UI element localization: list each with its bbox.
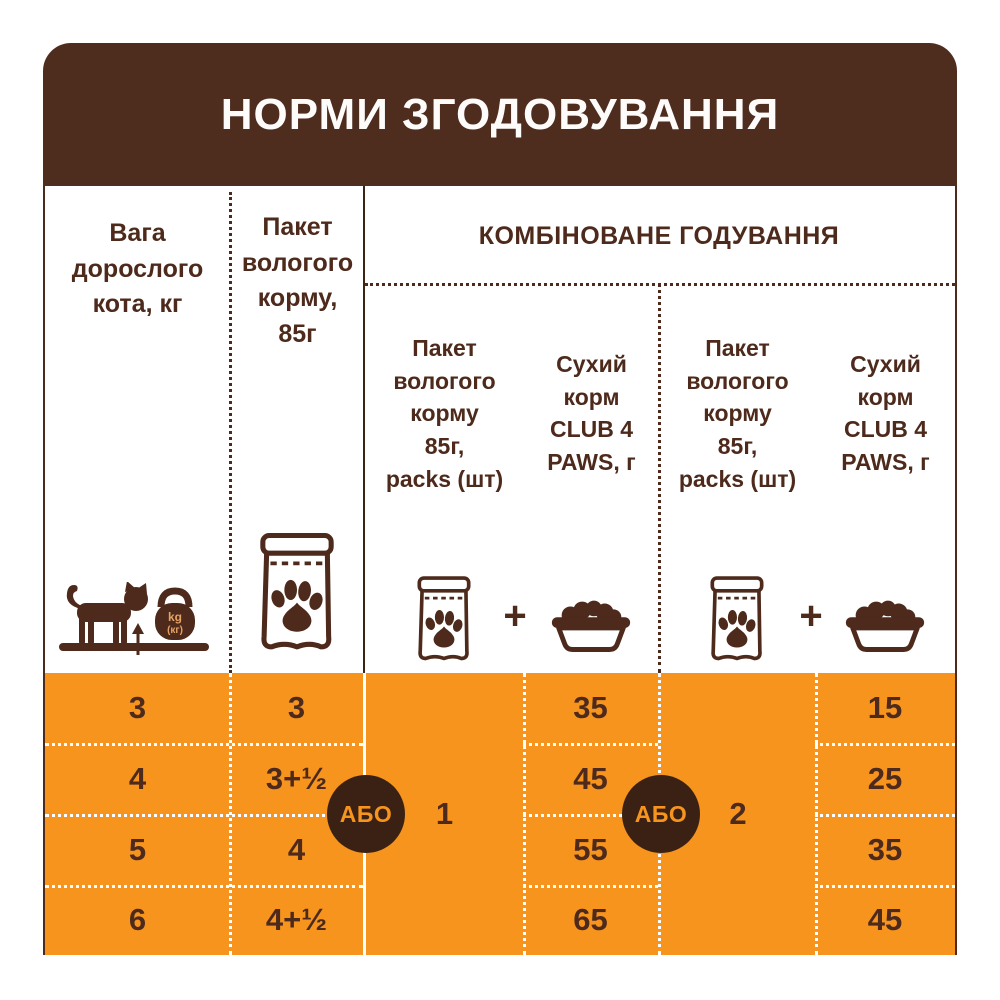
values-section: 3 4 5 6 3 3+½ 4 4+½ 1 35 45 55 65 bbox=[45, 673, 955, 955]
cat-weight-icon: kg (кг) bbox=[59, 582, 209, 655]
or-badge-label: АБО bbox=[339, 800, 393, 827]
weight-value: 4 bbox=[128, 761, 147, 796]
table-body: Вага дорослого кота, кг Пакет вологого к… bbox=[43, 186, 957, 955]
column-header-wet-food: Пакет вологого корму, 85г bbox=[241, 213, 354, 348]
kettlebell-label-kg-cyr: (кг) bbox=[167, 625, 183, 636]
wet-packs-value: 3+½ bbox=[265, 761, 328, 796]
combined2-dry-value: 25 bbox=[867, 761, 903, 796]
wet-food-pouch-icon bbox=[417, 576, 471, 661]
wet-packs-value: 4+½ bbox=[265, 902, 328, 937]
kettlebell-icon bbox=[155, 603, 195, 640]
plus-icon: + bbox=[799, 594, 823, 638]
row-divider bbox=[815, 814, 955, 817]
row-divider bbox=[45, 885, 363, 888]
dry-food-bowl-icon bbox=[551, 600, 631, 652]
weight-value: 3 bbox=[128, 690, 147, 725]
wet-packs-value: 3 bbox=[287, 690, 306, 725]
combined1-dry-value: 45 bbox=[573, 761, 608, 796]
weight-value: 6 bbox=[128, 902, 147, 937]
column-header-combined2-wet: Пакет вологого корму 85г, packs (шт) bbox=[678, 335, 797, 492]
combined2-dry-value: 15 bbox=[867, 690, 903, 725]
combined1-dry-value: 65 bbox=[573, 902, 608, 937]
kettlebell-handle-icon bbox=[157, 587, 193, 608]
paw-print-icon bbox=[718, 610, 756, 648]
divider-weight-wet bbox=[229, 192, 232, 673]
or-badge: АБО bbox=[327, 775, 405, 853]
paw-print-icon bbox=[425, 610, 463, 648]
row-divider bbox=[815, 743, 955, 746]
page-title: НОРМИ ЗГОДОВУВАННЯ bbox=[220, 89, 780, 139]
combined2-dry-value: 45 bbox=[867, 902, 903, 937]
combined2-dry-value: 35 bbox=[867, 832, 903, 867]
row-divider bbox=[523, 885, 658, 888]
combined1-wet-merged-value: 1 bbox=[435, 796, 454, 831]
wet-food-pouch-icon bbox=[260, 533, 334, 650]
column-header-combined1-wet: Пакет вологого корму 85г, packs (шт) bbox=[385, 335, 504, 492]
or-badge-label: АБО bbox=[634, 800, 688, 827]
column-header-weight: Вага дорослого кота, кг bbox=[71, 219, 204, 318]
kettlebell-label-kg: kg bbox=[168, 610, 182, 624]
cat-tail-icon bbox=[66, 585, 85, 609]
plus-icon: + bbox=[503, 594, 527, 638]
column-header-combined2-dry: Сухий корм CLUB 4 PAWS, г bbox=[841, 351, 930, 475]
row-divider bbox=[523, 814, 658, 817]
row-divider bbox=[523, 743, 658, 746]
row-divider bbox=[45, 814, 363, 817]
row-divider bbox=[45, 743, 363, 746]
weight-value: 5 bbox=[128, 832, 147, 867]
or-badge: АБО bbox=[622, 775, 700, 853]
column-header-combined1-dry: Сухий корм CLUB 4 PAWS, г bbox=[547, 351, 636, 475]
feeding-table-card: НОРМИ ЗГОДОВУВАННЯ Вага дорослого кота, … bbox=[43, 43, 957, 955]
paw-print-icon bbox=[271, 579, 323, 632]
row-divider bbox=[815, 885, 955, 888]
combined1-dry-value: 35 bbox=[573, 690, 608, 725]
dry-food-bowl-icon bbox=[845, 600, 925, 652]
column-header-combined-feeding: КОМБІНОВАНЕ ГОДУВАННЯ bbox=[478, 222, 840, 250]
ground-bar-icon bbox=[59, 643, 209, 651]
divider-wet-combined bbox=[363, 186, 365, 673]
up-arrow-icon bbox=[132, 623, 144, 634]
wet-packs-value: 4 bbox=[287, 832, 306, 867]
combined1-dry-value: 55 bbox=[573, 832, 608, 867]
wet-food-pouch-icon bbox=[710, 576, 764, 661]
divider-combined-variants bbox=[658, 283, 661, 673]
table-header-bar: НОРМИ ЗГОДОВУВАННЯ bbox=[43, 43, 957, 186]
combined2-wet-merged-value: 2 bbox=[729, 796, 747, 831]
